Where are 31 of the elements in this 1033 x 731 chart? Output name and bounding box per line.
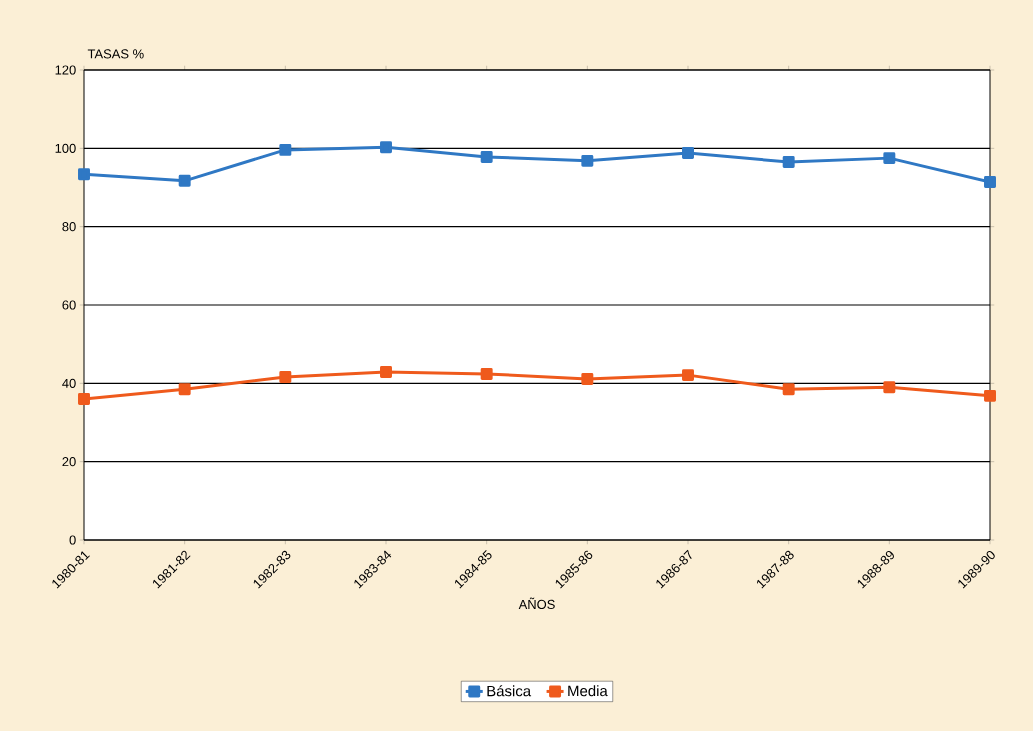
point xyxy=(279,371,292,384)
y-tick-label: 100 xyxy=(55,143,76,153)
point xyxy=(782,383,795,396)
y-tick-label: 20 xyxy=(62,457,76,467)
point xyxy=(480,367,493,380)
x-axis-title: AÑOS xyxy=(518,597,555,610)
y-tick-label: 120 xyxy=(55,65,76,75)
y-tick-label: 60 xyxy=(62,300,76,310)
point xyxy=(682,147,694,160)
point xyxy=(581,154,594,167)
point xyxy=(984,176,996,188)
point xyxy=(78,168,90,181)
y-axis-title: TASAS % xyxy=(87,49,144,59)
point xyxy=(782,156,795,169)
legend-label: Básica xyxy=(487,685,532,697)
y-tick-label: 0 xyxy=(69,535,76,545)
point xyxy=(480,150,493,163)
point xyxy=(984,389,996,402)
point xyxy=(279,143,292,156)
y-tick-label: 40 xyxy=(62,378,76,388)
point xyxy=(178,383,191,396)
point xyxy=(78,393,90,405)
point xyxy=(682,369,694,382)
point xyxy=(380,141,392,154)
point xyxy=(883,381,896,394)
point xyxy=(883,152,896,165)
y-tick-label: 80 xyxy=(62,222,76,232)
point xyxy=(380,365,392,378)
point xyxy=(178,174,191,187)
point xyxy=(581,373,594,386)
legend-label: Media xyxy=(568,685,608,697)
